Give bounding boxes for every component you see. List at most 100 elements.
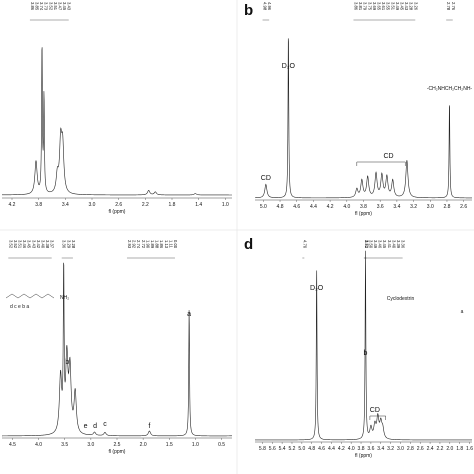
peak-label: 3.86: [353, 2, 358, 11]
peak-label: 3.52: [48, 2, 53, 11]
x-tick-label: 1.5: [166, 442, 173, 448]
x-tick-label: 3.6: [377, 204, 384, 210]
x-tick-label: 3.5: [61, 442, 68, 448]
peak-label: 3.51: [53, 2, 58, 11]
x-tick-label: 1.0: [222, 202, 229, 208]
x-tick-label: 5.8: [259, 446, 266, 452]
peak-annotation: c: [103, 421, 107, 428]
x-axis-title: fl (ppm): [109, 449, 126, 455]
x-tick-label: 3.4: [393, 204, 400, 210]
x-tick-label: 5.0: [260, 204, 267, 210]
x-tick-label: 1.4: [195, 202, 202, 208]
structure-letters: d c e b a: [10, 304, 29, 310]
x-tick-label: 4.8: [277, 204, 284, 210]
peak-label: 3.47: [58, 2, 63, 11]
peak-label: 3.55: [386, 2, 391, 11]
peak-label: 3.65: [376, 2, 381, 11]
peak-annotation: CD: [261, 175, 271, 182]
peak-label: 3.45: [382, 240, 387, 249]
x-tick-label: 1.8: [169, 202, 176, 208]
peak-label: 1.13: [164, 240, 169, 249]
cd-bracket: [356, 161, 406, 166]
peak-label: 3.75: [367, 2, 372, 11]
peak-label: 3.46: [378, 240, 383, 249]
x-tick-label: 2.4: [427, 446, 434, 452]
spectrum-line: [255, 250, 472, 441]
peak-annotation: d: [93, 423, 97, 430]
peak-annotation: b: [65, 359, 69, 366]
x-tick-label: 2.5: [114, 442, 121, 448]
peak-label: 3.43: [31, 240, 36, 249]
peak-label: 4.98: [263, 2, 268, 11]
x-tick-label: 4.4: [310, 204, 317, 210]
peak-label: 2.78: [446, 2, 451, 11]
x-tick-label: 1.6: [466, 446, 473, 452]
peak-label: 3.43: [404, 2, 409, 11]
peak-label: 4.70: [302, 240, 307, 249]
peak-label: 3.43: [67, 2, 72, 11]
peak-annotation: CD: [383, 153, 393, 160]
peak-label: 3.50: [368, 240, 373, 249]
x-tick-label: 5.6: [269, 446, 276, 452]
peak-label: 2.74: [136, 240, 141, 249]
peak-label: 2.76: [451, 2, 456, 11]
peak-annotation: a: [187, 311, 191, 318]
x-tick-label: 4.0: [35, 442, 42, 448]
panel-d: 5.8 5.6 5.4 5.2 5.0 4.8 4.6 4.4 4.2 4.0 3.8 3.6 3.4 3…: [255, 240, 473, 459]
peak-label: 3.41: [387, 240, 392, 249]
x-tick-label: 3.8: [35, 202, 42, 208]
peak-annotation: e: [84, 423, 88, 430]
x-tick-label: 2.2: [436, 446, 443, 452]
x-tick-label: 4.2: [327, 204, 334, 210]
peak-label: 3.36: [401, 240, 406, 249]
x-tick-label: 3.6: [367, 446, 374, 452]
peak-label: 1.88: [155, 240, 160, 249]
structure-label: NH₂: [60, 295, 69, 301]
peak-label: 3.36: [62, 240, 67, 249]
panel-c: 4.5 4.0 3.5 3.0 2.5 2.0 1.5 1.0 0.5fl (ppm)3.52 3…: [2, 240, 233, 455]
x-tick-label: 5.0: [298, 446, 305, 452]
x-tick-label: 4.5: [9, 442, 16, 448]
peak-label: 3.51: [390, 2, 395, 11]
peak-annotation: D₂O: [310, 285, 324, 292]
peak-label: 3.52: [13, 240, 18, 249]
peak-annotation: b: [364, 350, 368, 357]
peak-label: 3.28: [71, 240, 76, 249]
peak-label: 3.73: [44, 2, 49, 11]
peak-annotation: Cyclodextrin: [387, 296, 415, 302]
peak-label: 3.49: [395, 2, 400, 11]
peak-label: 3.42: [36, 240, 41, 249]
peak-label: 3.39: [396, 240, 401, 249]
x-tick-label: 3.8: [358, 446, 365, 452]
peak-annotation: -CH₂NHCH₂CH₂NH-: [427, 86, 473, 92]
peak-label: 3.45: [27, 240, 32, 249]
x-tick-label: 3.0: [427, 204, 434, 210]
peak-label: 1.89: [150, 240, 155, 249]
x-tick-label: 3.4: [377, 446, 384, 452]
peak-label: 3.29: [66, 240, 71, 249]
peak-annotation: a: [461, 309, 464, 315]
x-tick-label: 2.6: [417, 446, 424, 452]
peak-label: 3.79: [363, 2, 368, 11]
x-tick-label: 4.0: [348, 446, 355, 452]
x-tick-label: 4.4: [328, 446, 335, 452]
x-tick-label: 5.2: [289, 446, 296, 452]
peak-label: 3.38: [45, 240, 50, 249]
peak-label: 3.28: [409, 2, 414, 11]
x-tick-label: 2.8: [443, 204, 450, 210]
x-tick-label: 4.2: [338, 446, 345, 452]
peak-label: 3.85: [35, 2, 40, 11]
peak-label: 1.86: [159, 240, 164, 249]
peak-annotation: CD: [370, 407, 380, 414]
peak-label: 3.52: [364, 240, 369, 249]
x-tick-label: 2.6: [460, 204, 467, 210]
panel-b: 5.0 4.8 4.6 4.4 4.2 4.0 3.8 3.6 3.4 3.2 3.0 2.8 2.6 f…: [254, 2, 473, 217]
peak-label: 4.96: [267, 2, 272, 11]
x-axis-title: fl (ppm): [355, 453, 372, 459]
x-tick-label: 2.8: [407, 446, 414, 452]
spectrum-line: [254, 38, 472, 199]
peak-label: 1.90: [145, 240, 150, 249]
peak-label: 3.61: [381, 2, 386, 11]
peak-annotation: f: [148, 423, 150, 430]
